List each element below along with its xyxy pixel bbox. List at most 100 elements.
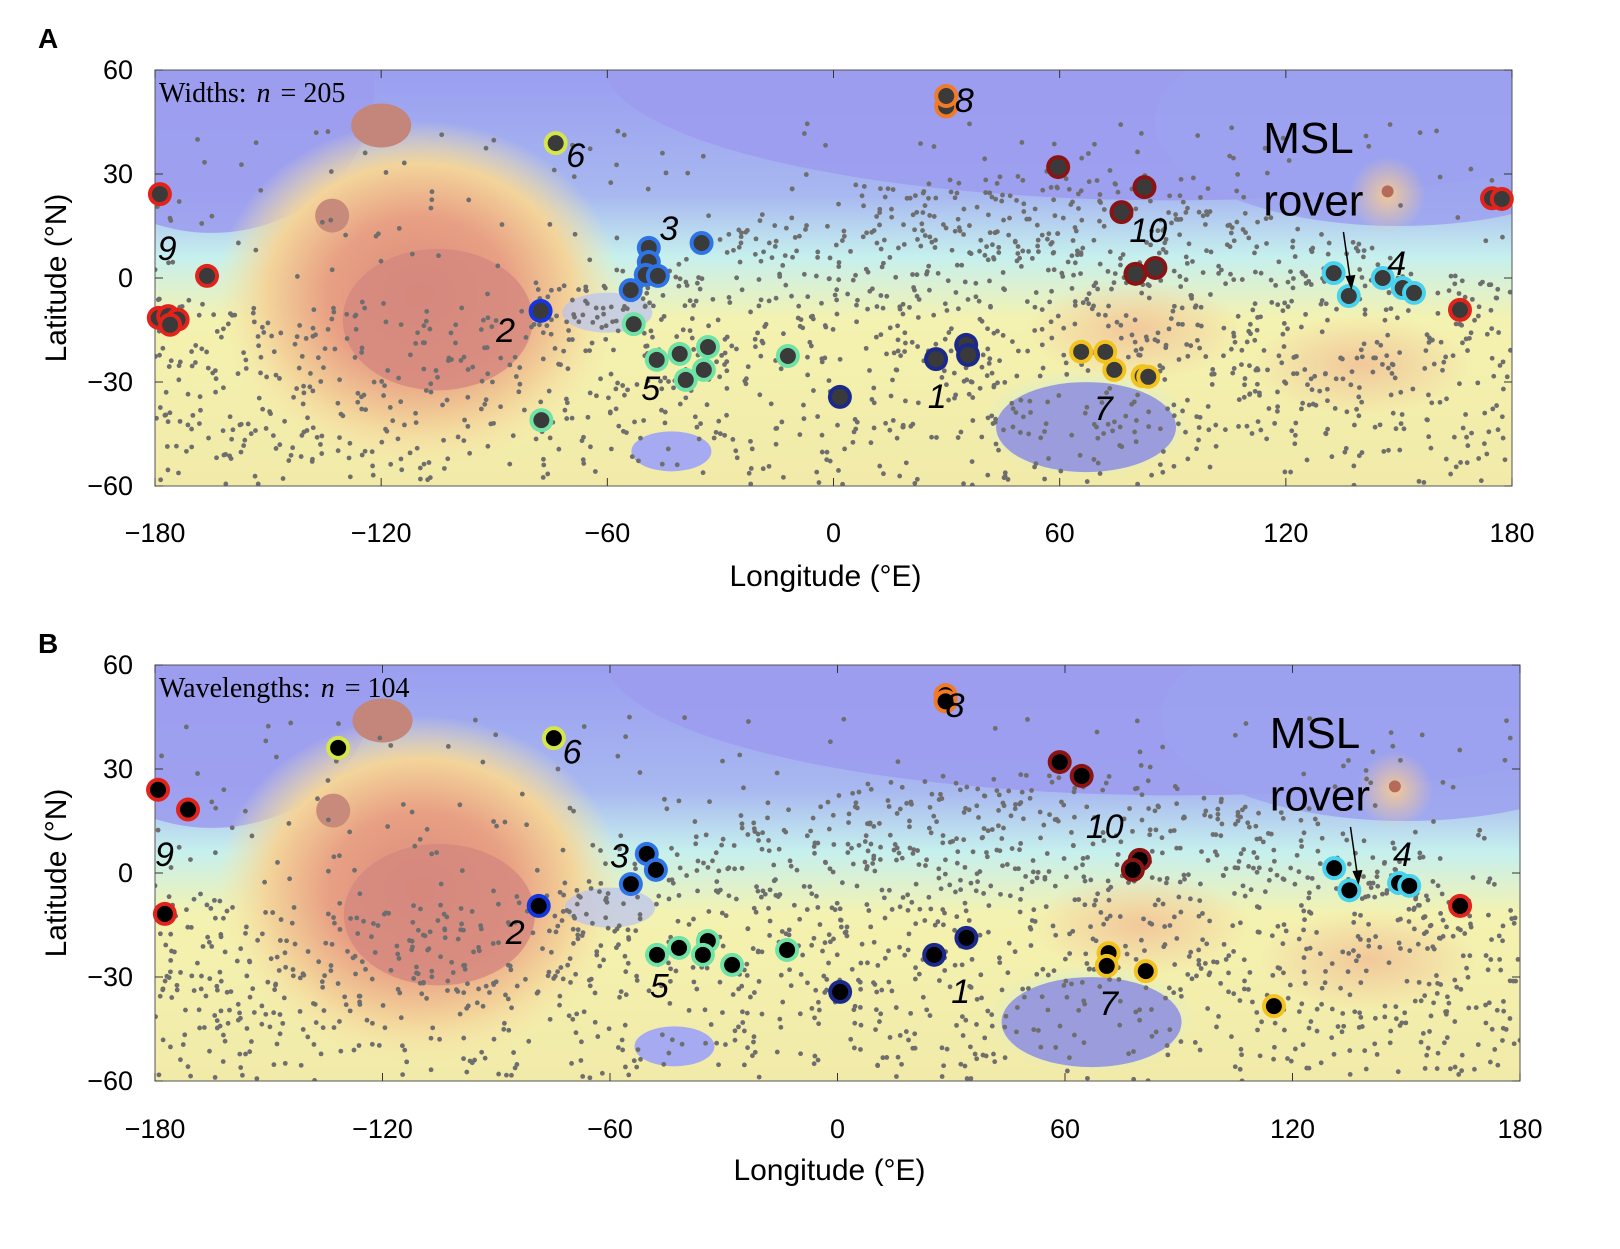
background-dot <box>357 1002 363 1007</box>
background-dot <box>1281 321 1287 326</box>
background-dot <box>1067 931 1073 937</box>
background-dot <box>982 793 988 799</box>
background-dot <box>482 1055 488 1061</box>
background-dot <box>244 1026 250 1031</box>
background-dot <box>805 980 810 986</box>
background-dot <box>1166 210 1171 215</box>
background-dot <box>1192 1040 1198 1045</box>
background-dot <box>253 247 259 253</box>
background-dot <box>1315 821 1321 827</box>
background-dot <box>1452 1064 1458 1070</box>
x-tick-label: 180 <box>1497 1114 1542 1144</box>
background-dot <box>1507 1016 1513 1021</box>
background-dot <box>615 328 621 334</box>
background-dot <box>1216 271 1222 276</box>
data-point-group-7 <box>1069 339 1094 364</box>
background-dot <box>1315 884 1321 890</box>
background-dot <box>253 428 258 433</box>
background-dot <box>301 972 307 978</box>
background-dot <box>1076 897 1082 902</box>
background-dot <box>1206 972 1212 978</box>
background-dot <box>1034 222 1040 228</box>
background-dot <box>610 319 615 325</box>
background-dot <box>1426 392 1431 398</box>
background-dot <box>1280 331 1286 337</box>
rover-arrow-head-icon <box>1345 274 1356 290</box>
background-dot <box>1021 209 1027 214</box>
background-dot <box>1250 307 1256 313</box>
background-dot <box>756 277 762 282</box>
background-dot <box>928 906 934 912</box>
background-dot <box>722 350 728 356</box>
background-dot <box>587 257 593 263</box>
background-dot <box>999 987 1005 993</box>
background-dot <box>1149 875 1155 880</box>
background-dot <box>1227 153 1233 159</box>
background-dot <box>307 384 313 390</box>
background-dot <box>1120 252 1126 257</box>
background-dot <box>407 450 413 456</box>
background-dot <box>1064 874 1069 880</box>
background-dot <box>805 372 811 378</box>
background-dot <box>352 355 358 360</box>
background-dot <box>318 1051 324 1057</box>
background-dot <box>395 951 401 957</box>
data-point <box>150 781 167 798</box>
background-dot <box>885 798 891 803</box>
background-dot <box>720 836 726 842</box>
background-dot <box>414 970 419 976</box>
background-dot <box>1183 210 1189 215</box>
background-dot <box>955 306 961 312</box>
panel-a: A−180 −120 −60 0 60 120 18060300−30−60Longitud… <box>38 23 1535 593</box>
background-dot <box>878 844 883 850</box>
background-dot <box>1198 194 1203 200</box>
background-dot <box>383 170 389 175</box>
background-dot <box>1052 213 1058 219</box>
background-dot <box>174 987 180 993</box>
background-dot <box>198 986 204 992</box>
background-dot <box>812 850 817 856</box>
background-dot <box>910 851 916 856</box>
background-dot <box>1405 308 1411 313</box>
annotation-prefix: Widths: <box>159 78 247 109</box>
background-dot <box>458 358 464 363</box>
background-dot <box>329 267 335 273</box>
background-dot <box>808 314 814 320</box>
background-dot <box>598 880 604 886</box>
background-dot <box>1178 176 1184 182</box>
background-dot <box>576 287 582 292</box>
background-dot <box>196 1007 202 1013</box>
background-dot <box>1437 856 1443 861</box>
data-point-group-5 <box>667 341 692 366</box>
background-dot <box>1402 1010 1408 1016</box>
background-dot <box>1034 875 1040 881</box>
background-dot <box>871 856 877 862</box>
background-dot <box>1032 206 1038 212</box>
background-dot <box>541 462 547 468</box>
background-dot <box>1207 814 1213 819</box>
background-dot <box>837 906 843 912</box>
background-dot <box>1399 412 1405 417</box>
background-dot <box>355 931 361 936</box>
background-dot <box>1051 141 1057 147</box>
background-dot <box>1224 242 1230 248</box>
background-dot <box>407 938 412 943</box>
background-dot <box>1256 865 1262 871</box>
background-dot <box>347 474 353 480</box>
background-dot <box>893 1005 899 1010</box>
background-dot <box>613 318 619 324</box>
background-dot <box>694 986 700 992</box>
background-dot <box>615 128 621 134</box>
y-axis-label: Latitude (°N) <box>40 194 73 363</box>
background-dot <box>332 346 338 352</box>
background-dot <box>479 378 485 384</box>
background-dot <box>1453 464 1459 470</box>
background-dot <box>494 823 499 829</box>
background-dot <box>725 866 731 872</box>
data-point-group-3 <box>643 857 668 882</box>
background-dot <box>827 739 833 745</box>
background-dot <box>603 915 609 921</box>
background-dot <box>738 234 744 240</box>
background-dot <box>1185 456 1191 462</box>
background-dot <box>1125 354 1131 360</box>
